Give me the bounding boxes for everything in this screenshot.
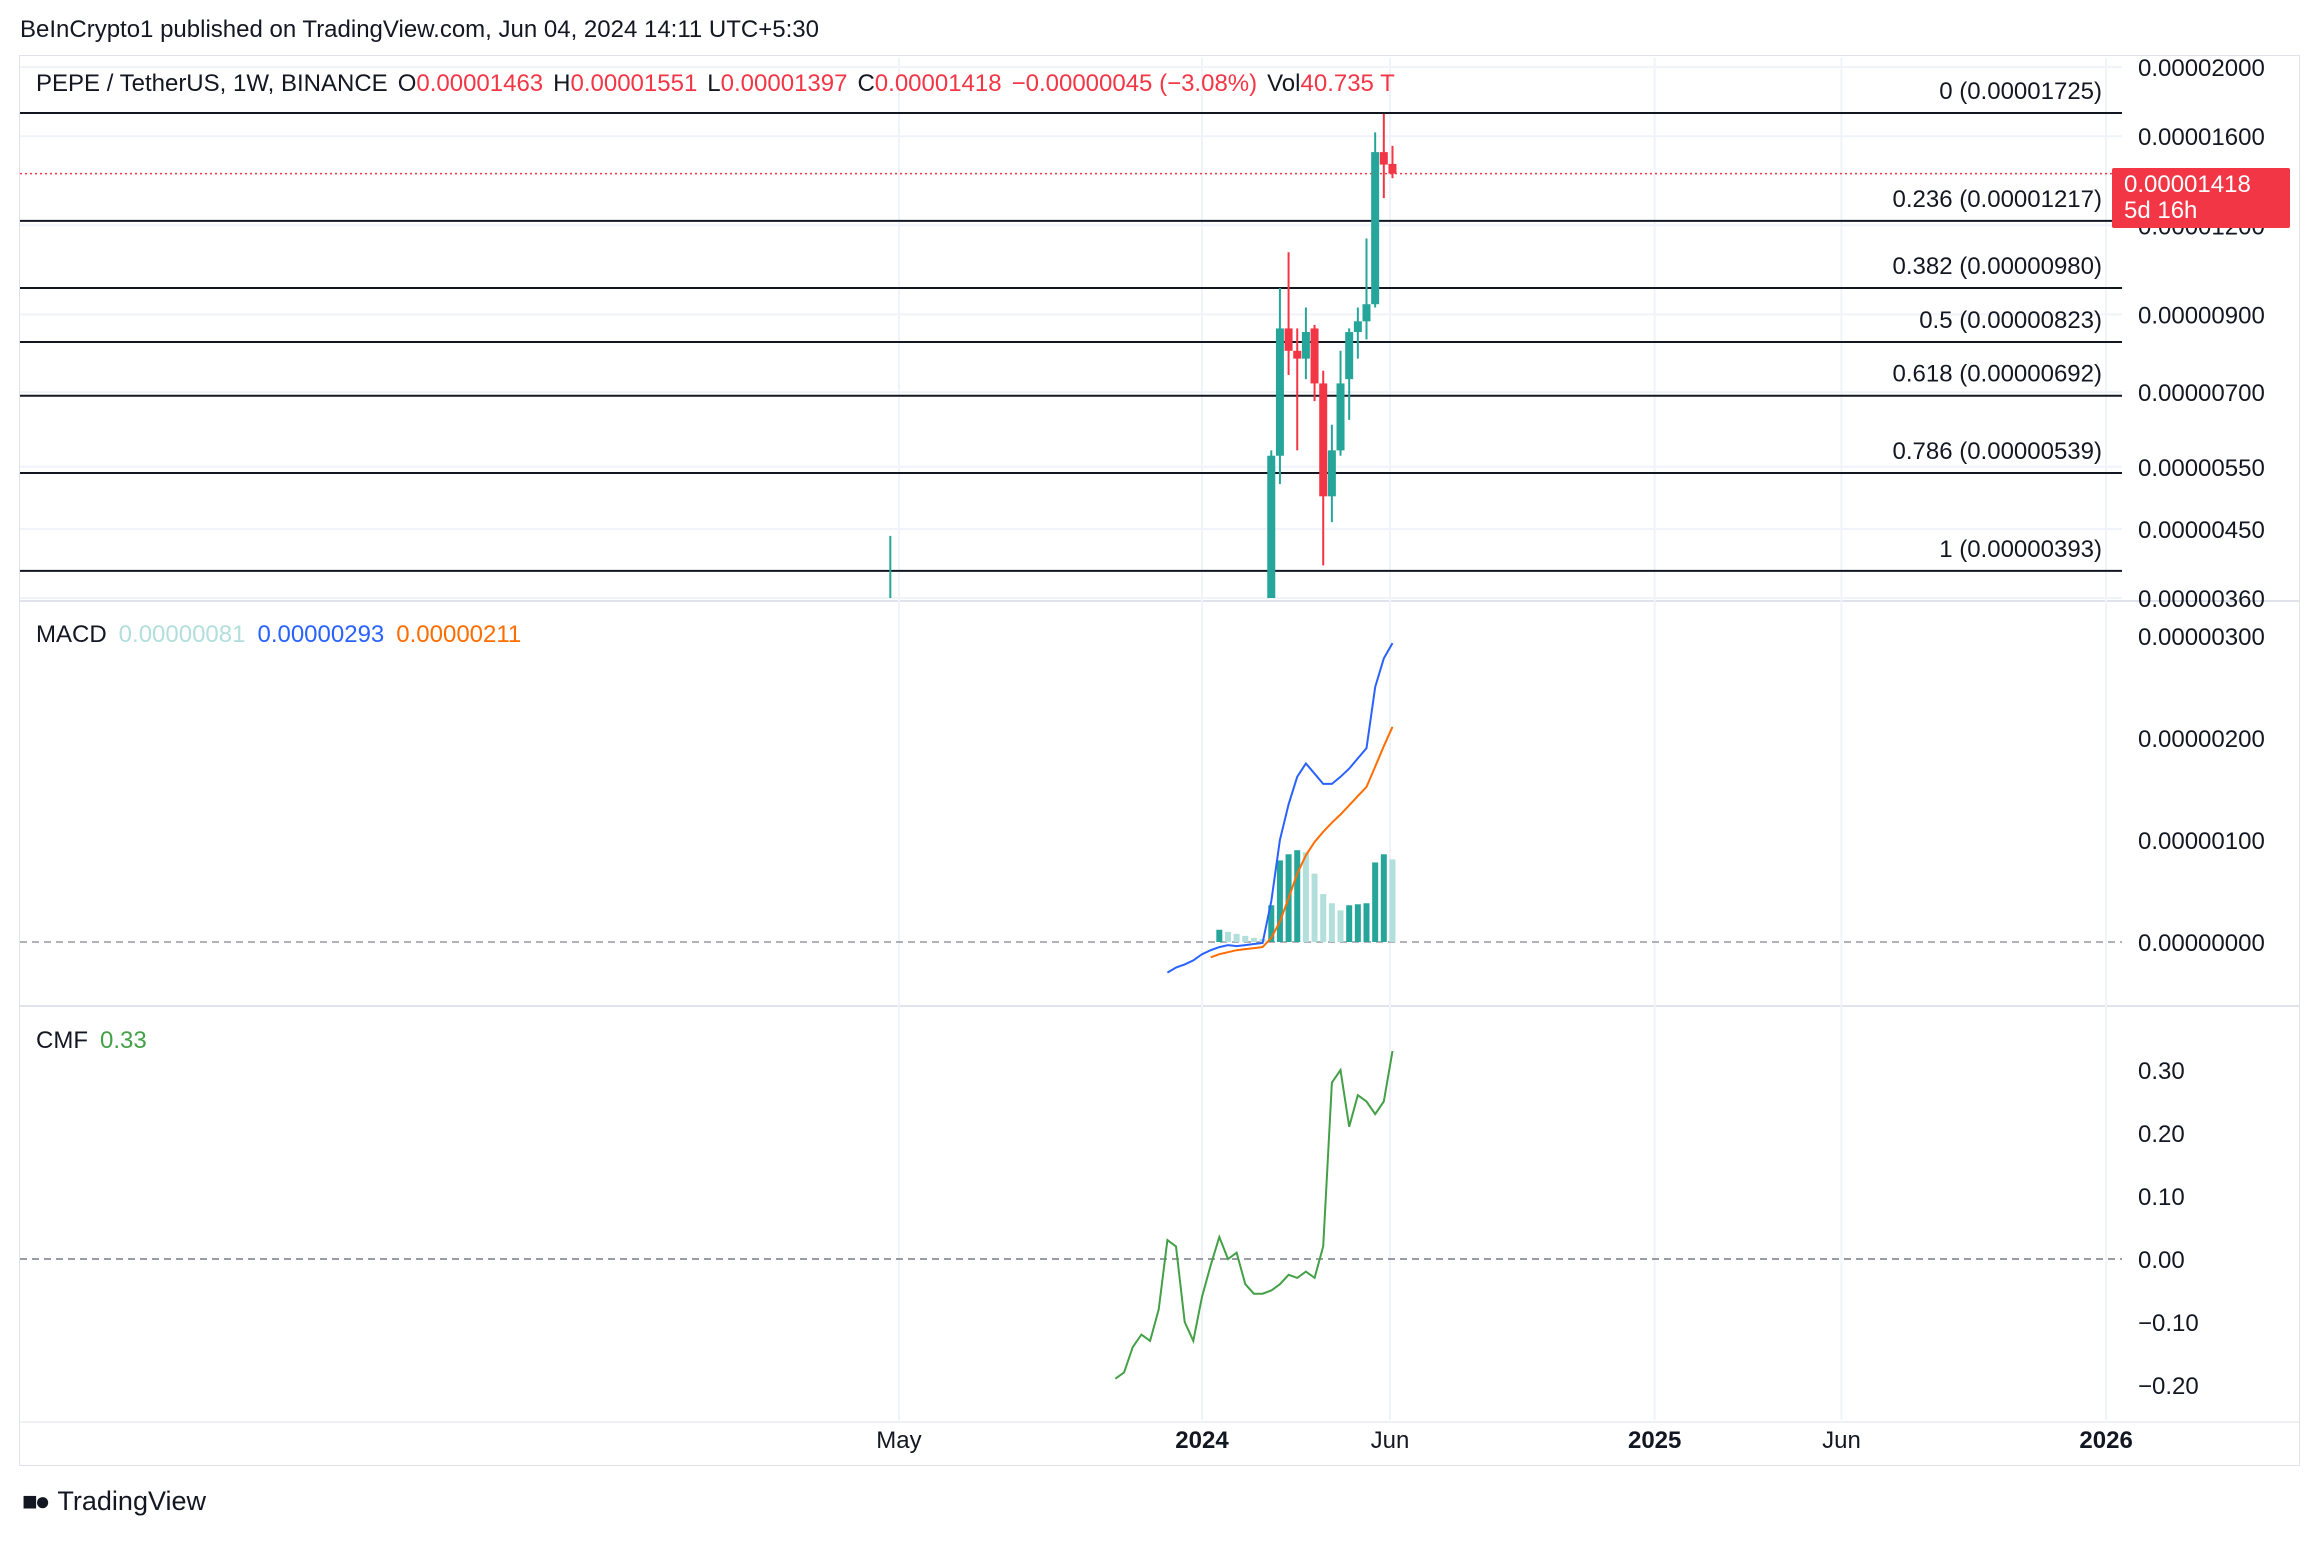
ohlc-close: C0.00001418 [857, 70, 1002, 97]
cmf-title[interactable]: CMF [36, 1027, 88, 1054]
macd-histogram-bar [1311, 873, 1318, 942]
macd-axis-tick: 0.00000300 [2138, 624, 2265, 651]
candle-body [1362, 304, 1371, 322]
brand-name: TradingView [57, 1486, 207, 1516]
time-axis-tick: Jun [1371, 1427, 1410, 1454]
macd-histogram-bar [1302, 852, 1309, 942]
macd-histogram-bar [1276, 860, 1283, 942]
time-axis-tick: 2025 [1628, 1427, 1681, 1454]
symbol-title[interactable]: PEPE / TetherUS, 1W, BINANCE [36, 70, 388, 97]
cmf-value: 0.33 [99, 1027, 147, 1054]
macd-line [1166, 642, 1394, 974]
macd-histogram-bar [1337, 910, 1344, 942]
fib-level-label: 0.786 (0.00000539) [1892, 438, 2102, 465]
fib-level-label: 0 (0.00001725) [1939, 78, 2102, 105]
macd-histogram-bar [1354, 904, 1361, 942]
macd-histogram-bar [1320, 894, 1327, 942]
candle-body [1345, 332, 1354, 380]
macd-histogram-bar [1294, 850, 1301, 942]
price-axis-tick: 0.00000700 [2138, 380, 2265, 407]
last-price-value: 0.00001418 [2124, 171, 2251, 198]
candle-body [1319, 383, 1328, 497]
candle-body [1327, 450, 1336, 497]
macd-histogram-bar [1389, 859, 1396, 942]
candle-body [1284, 328, 1293, 351]
volume: Vol40.735 T [1267, 70, 1395, 97]
macd-title[interactable]: MACD [36, 621, 107, 648]
macd-axis-tick: 0.00000000 [2138, 930, 2265, 957]
macd-histogram-bar [1268, 905, 1275, 942]
macd-signal-line [1210, 726, 1394, 959]
price-axis-tick: 0.00000550 [2138, 455, 2265, 482]
cmf-axis-tick: 0.10 [2138, 1184, 2185, 1211]
price-axis-tick: 0.00000900 [2138, 302, 2265, 329]
published-by-line: BeInCrypto1 published on TradingView.com… [20, 16, 819, 43]
time-axis-tick: Jun [1822, 1427, 1861, 1454]
macd-histogram-bar [1242, 935, 1249, 942]
price-change: −0.00000045 (−3.08%) [1011, 70, 1258, 97]
ohlc-open: O0.00001463 [397, 70, 544, 97]
fib-level-label: 0.618 (0.00000692) [1892, 361, 2102, 388]
candle-body [1275, 328, 1284, 456]
symbol-legend: PEPE / TetherUS, 1W, BINANCE O0.00001463… [36, 70, 1395, 98]
chart-frame [19, 55, 2300, 1466]
time-axis-tick: 2024 [1175, 1427, 1229, 1454]
macd-histogram-value: 0.00000081 [118, 621, 246, 648]
macd-histogram-bar [1363, 903, 1370, 942]
macd-histogram-bar [1216, 929, 1223, 942]
cmf-axis-tick: 0.00 [2138, 1247, 2185, 1274]
ohlc-low: L0.00001397 [707, 70, 848, 97]
macd-histogram-bar [1328, 903, 1335, 942]
cmf-legend: CMF 0.33 [36, 1027, 147, 1055]
macd-histogram-bar [1233, 933, 1240, 942]
candle-body [886, 607, 894, 635]
macd-histogram-bar [1250, 937, 1257, 942]
cmf-axis-tick: −0.10 [2138, 1310, 2199, 1337]
tradingview-logo-icon: ■● [22, 1486, 50, 1516]
fib-level-label: 0.236 (0.00001217) [1892, 186, 2102, 213]
macd-signal-value: 0.00000211 [396, 621, 522, 648]
time-axis-tick: May [876, 1427, 921, 1454]
candle-body [1371, 152, 1380, 305]
ohlc-high: H0.00001551 [553, 70, 698, 97]
macd-legend: MACD 0.00000081 0.00000293 0.00000211 [36, 621, 521, 649]
price-axis-tick: 0.00000360 [2138, 586, 2265, 613]
macd-axis-tick: 0.00000200 [2138, 726, 2265, 753]
candle-body [1267, 455, 1276, 598]
candle-body [1388, 163, 1397, 174]
macd-histogram-bar [1346, 905, 1353, 942]
macd-axis-tick: 0.00000100 [2138, 828, 2265, 855]
cmf-axis-tick: −0.20 [2138, 1373, 2199, 1400]
last-price-tag: 0.00001418 5d 16h [2112, 168, 2290, 228]
macd-histogram-bar [1372, 862, 1379, 942]
candle-body [1379, 152, 1388, 165]
macd-histogram-bar [1224, 931, 1231, 942]
cmf-axis-tick: 0.30 [2138, 1058, 2185, 1085]
fib-level-label: 1 (0.00000393) [1939, 536, 2102, 563]
cmf-line [1114, 1050, 1394, 1380]
macd-line-value: 0.00000293 [257, 621, 385, 648]
price-axis-tick: 0.00002000 [2138, 55, 2265, 82]
candle-body [1310, 328, 1319, 384]
candle-body [1353, 321, 1362, 333]
tradingview-logo[interactable]: ■● TradingView [22, 1486, 206, 1517]
time-axis-tick: 2026 [2079, 1427, 2132, 1454]
candle-body [1301, 332, 1310, 359]
price-axis-tick: 0.00001600 [2138, 124, 2265, 151]
candle-body [1293, 350, 1302, 359]
fib-level-label: 0.382 (0.00000980) [1892, 253, 2102, 280]
price-axis-tick: 0.00000450 [2138, 517, 2265, 544]
candle-countdown: 5d 16h [2124, 197, 2198, 224]
candles-group [886, 113, 1397, 635]
cmf-axis-tick: 0.20 [2138, 1121, 2185, 1148]
macd-histogram-bar [1380, 854, 1387, 942]
candle-body [1336, 383, 1345, 451]
fib-level-label: 0.5 (0.00000823) [1919, 307, 2102, 334]
